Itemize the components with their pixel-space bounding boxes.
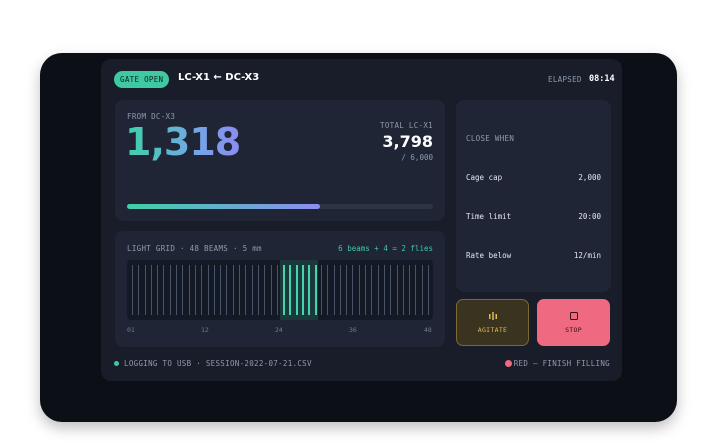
beam-16 <box>226 265 228 315</box>
light-grid-status: 6 beams + 4 = 2 flies <box>338 244 433 253</box>
beam-20 <box>251 265 253 315</box>
beam-22 <box>264 265 266 315</box>
total-capacity: / 6,000 <box>401 153 433 162</box>
total-label: TOTAL LC-X1 <box>380 121 433 130</box>
beam-34 <box>339 265 341 315</box>
beam-8 <box>176 265 178 315</box>
source-label: FROM DC-X3 <box>127 112 176 121</box>
beam-23 <box>270 265 272 315</box>
beam-43 <box>396 265 398 315</box>
agitate-button-label: AGITATE <box>477 326 508 334</box>
beam-2 <box>138 265 140 315</box>
beam-1 <box>132 265 133 315</box>
beam-18 <box>239 265 241 315</box>
beam-tick-label: 48 <box>424 326 432 334</box>
gate-status-badge: GATE OPEN <box>114 71 170 88</box>
total-count: 3,798 <box>382 132 433 151</box>
elapsed-timer: 08:14 <box>589 74 615 84</box>
close-when-title: CLOSE WHEN <box>466 134 515 143</box>
beam-12 <box>201 265 203 315</box>
beam-33 <box>333 265 335 315</box>
elapsed-label: ELAPSED <box>548 75 582 84</box>
transferred-count: 1,318 <box>125 120 241 164</box>
condition-label-rate-below: Rate below <box>466 251 512 260</box>
beam-tick-label: 36 <box>349 326 357 334</box>
beam-tick-label: 01 <box>127 326 135 334</box>
condition-value-cage-cap: 2,000 <box>578 173 601 182</box>
beam-13 <box>207 265 209 315</box>
light-grid-panel: LIGHT GRID · 48 BEAMS · 5 mm 6 beams + 4… <box>115 231 445 347</box>
beam-42 <box>390 265 392 315</box>
beam-15 <box>220 265 222 315</box>
beam-31 <box>320 265 322 315</box>
beam-39 <box>371 265 373 315</box>
transfer-title: LC-X1 ← DC-X3 <box>178 72 260 83</box>
transfer-progress-fill <box>127 204 320 209</box>
beam-32 <box>327 265 329 315</box>
condition-label-time-limit: Time limit <box>466 212 512 221</box>
beam-14 <box>213 265 215 315</box>
alert-status-text: RED — FINISH FILLING <box>513 359 610 368</box>
beam-40 <box>377 265 379 315</box>
beam-47 <box>421 265 423 315</box>
stop-button[interactable]: STOP <box>537 299 610 346</box>
beam-4 <box>150 265 152 315</box>
transfer-progress-bar <box>127 204 433 209</box>
beam-interruption-highlight <box>280 260 318 320</box>
logging-status-dot <box>114 361 119 366</box>
beam-21 <box>257 265 259 315</box>
beam-37 <box>358 265 360 315</box>
beam-array <box>127 260 433 320</box>
beam-10 <box>188 265 190 315</box>
stop-button-label: STOP <box>565 325 582 334</box>
beam-36 <box>352 265 354 315</box>
agitate-button[interactable]: AGITATE <box>456 299 529 346</box>
beam-5 <box>157 265 159 315</box>
alert-status-dot <box>505 360 512 367</box>
count-panel: FROM DC-X3 1,318 TOTAL LC-X1 3,798 / 6,0… <box>115 100 445 221</box>
beam-41 <box>383 265 385 315</box>
beam-11 <box>194 265 196 315</box>
beam-25 <box>283 265 286 315</box>
app-screen: GATE OPEN LC-X1 ← DC-X3 ELAPSED 08:14 FR… <box>101 59 622 381</box>
beam-9 <box>182 265 184 315</box>
beam-26 <box>289 265 292 315</box>
logging-status-text: LOGGING TO USB · SESSION-2022-07-21.CSV <box>124 359 312 368</box>
light-grid-label: LIGHT GRID · 48 BEAMS · 5 mm <box>127 244 262 253</box>
beam-48 <box>428 265 429 315</box>
beam-30 <box>314 265 317 315</box>
beam-28 <box>302 265 305 315</box>
condition-label-cage-cap: Cage cap <box>466 173 503 182</box>
beam-tick-label: 12 <box>201 326 209 334</box>
beam-44 <box>402 265 404 315</box>
beam-19 <box>245 265 247 315</box>
stop-icon <box>569 311 578 320</box>
beam-6 <box>163 265 165 315</box>
beam-35 <box>346 265 348 315</box>
beam-3 <box>144 265 146 315</box>
beam-24 <box>276 265 278 315</box>
condition-value-time-limit: 20:00 <box>578 212 601 221</box>
beam-46 <box>415 265 417 315</box>
condition-value-rate-below: 12/min <box>573 251 601 260</box>
beam-29 <box>308 265 311 315</box>
beam-tick-label: 24 <box>275 326 283 334</box>
beam-27 <box>295 265 298 315</box>
beam-45 <box>409 265 411 315</box>
beam-7 <box>169 265 171 315</box>
beam-38 <box>365 265 367 315</box>
beam-17 <box>232 265 234 315</box>
close-conditions-panel: CLOSE WHEN Cage cap 2,000 Time limit 20:… <box>456 100 611 292</box>
vibrate-bars-icon <box>488 312 497 320</box>
